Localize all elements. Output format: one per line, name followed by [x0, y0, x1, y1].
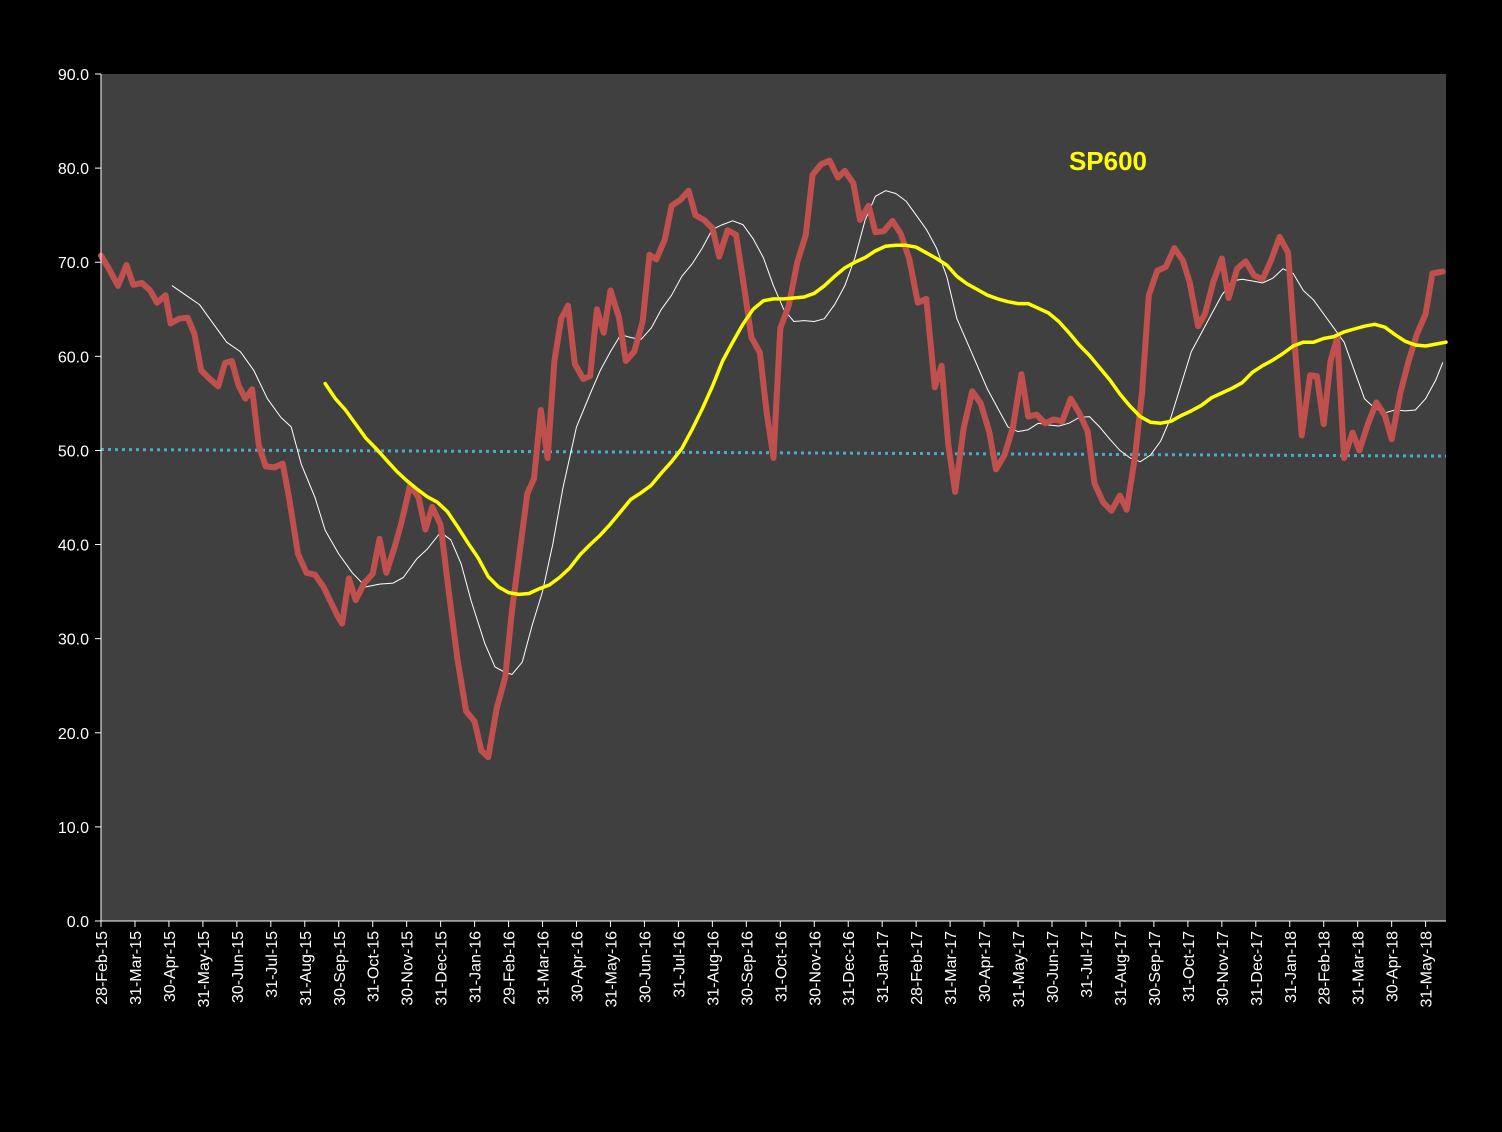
x-tick-label: 31-Mar-16 — [536, 931, 553, 1005]
x-tick-label: 31-May-15 — [196, 931, 213, 1008]
series-line-yellow — [323, 243, 1448, 597]
x-tick-label: 31-Jan-17 — [875, 931, 892, 1003]
y-tick-label: 30.0 — [58, 632, 89, 649]
x-tick-label: 30-Sep-15 — [332, 931, 349, 1006]
x-tick-label: 31-Jul-17 — [1079, 931, 1096, 998]
x-tick-label: 31-May-16 — [603, 931, 620, 1008]
x-tick-label: 30-Nov-16 — [807, 931, 824, 1006]
series-line-thick-red — [98, 157, 1446, 761]
x-tick-label: 30-Jun-15 — [230, 931, 247, 1003]
x-tick-label: 31-May-18 — [1419, 931, 1436, 1008]
x-tick-label: 31-Mar-15 — [128, 931, 145, 1005]
x-tick-label: 30-Sep-16 — [739, 931, 756, 1006]
x-tick-label: 31-Dec-16 — [841, 931, 858, 1006]
y-tick-label: 10.0 — [58, 820, 89, 837]
x-tick-label: 31-Jan-18 — [1283, 931, 1300, 1003]
y-tick-label: 20.0 — [58, 726, 89, 743]
x-tick-label: 30-Jun-17 — [1045, 931, 1062, 1003]
x-tick-label: 31-Oct-17 — [1181, 931, 1198, 1002]
chart-title: SP600 — [1069, 146, 1147, 176]
x-tick-label: 31-Aug-17 — [1113, 931, 1130, 1006]
y-tick-label: 70.0 — [58, 255, 89, 272]
x-tick-label: 30-Nov-15 — [400, 931, 417, 1006]
plot-area — [101, 74, 1446, 921]
series-line-thin-white — [171, 190, 1444, 675]
x-tick-label: 30-Apr-16 — [570, 931, 587, 1002]
x-tick-label: 30-Apr-15 — [162, 931, 179, 1002]
x-tick-label: 31-Jul-16 — [671, 931, 688, 998]
series-layer — [98, 157, 1448, 761]
y-tick-label: 0.0 — [67, 914, 89, 931]
x-tick-label: 31-Dec-17 — [1249, 931, 1266, 1006]
x-tick-label: 31-Oct-15 — [366, 931, 383, 1002]
x-tick-label: 31-Aug-15 — [298, 931, 315, 1006]
y-tick-label: 40.0 — [58, 538, 89, 555]
x-tick-label: 29-Feb-16 — [502, 931, 519, 1005]
x-tick-label: 30-Jun-16 — [637, 931, 654, 1003]
y-tick-label: 90.0 — [58, 67, 89, 84]
y-tick-label: 50.0 — [58, 443, 89, 460]
y-tick-label: 60.0 — [58, 349, 89, 366]
x-tick-label: 30-Nov-17 — [1215, 931, 1232, 1006]
x-tick-label: 28-Feb-17 — [909, 931, 926, 1005]
x-tick-label: 31-Oct-16 — [773, 931, 790, 1002]
x-tick-label: 31-Mar-17 — [943, 931, 960, 1005]
x-tick-label: 30-Sep-17 — [1147, 931, 1164, 1006]
x-tick-label: 31-Jan-16 — [468, 931, 485, 1003]
x-tick-label: 30-Apr-18 — [1385, 931, 1402, 1002]
x-tick-label: 31-May-17 — [1011, 931, 1028, 1008]
x-tick-label: 30-Apr-17 — [977, 931, 994, 1002]
x-tick-label: 31-Mar-18 — [1351, 931, 1368, 1005]
y-tick-label: 80.0 — [58, 161, 89, 178]
x-tick-label: 28-Feb-15 — [94, 931, 111, 1005]
x-tick-label: 28-Feb-18 — [1317, 931, 1334, 1005]
axes-layer: 0.0 10.0 20.0 30.0 40.0 50.0 60.0 70.0 80.0 90.0 2… — [58, 67, 1446, 1007]
x-tick-label: 31-Dec-15 — [434, 931, 451, 1006]
x-tick-label: 31-Jul-15 — [264, 931, 281, 998]
x-tick-label: 31-Aug-16 — [705, 931, 722, 1006]
